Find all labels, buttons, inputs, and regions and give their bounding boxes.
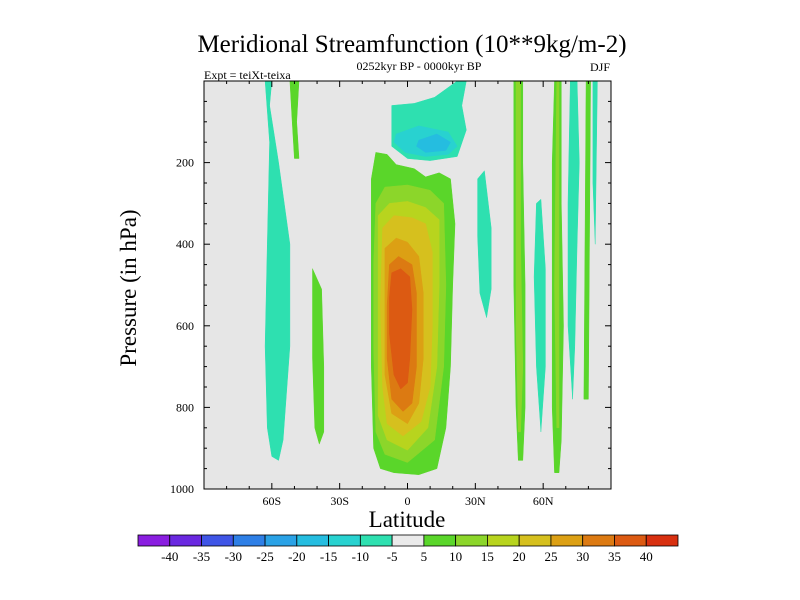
contour-region-5-21 [583, 81, 591, 400]
colorbar-label: 10 [449, 549, 462, 564]
colorbar-label: 5 [421, 549, 428, 564]
experiment-label: Expt = teiXt-teixa [204, 68, 291, 82]
colorbar-label: 35 [608, 549, 621, 564]
colorbar-label: -40 [161, 549, 178, 564]
colorbar-label: -15 [320, 549, 337, 564]
colorbar-swatch [550, 534, 584, 547]
chart-title: Meridional Streamfunction (10**9kg/m-2) [197, 31, 626, 58]
contour-layer [264, 81, 598, 475]
contour-region--5-4 [477, 170, 492, 318]
y-axis: 200 400 600 800 1000 [170, 100, 611, 496]
chart-subtitle: 0252kyr BP - 0000kyr BP [357, 59, 482, 73]
colorbar-swatch [582, 534, 615, 547]
colorbar-swatch [518, 534, 552, 547]
contour-region-5-8 [289, 81, 300, 159]
colorbar-label: -10 [352, 549, 369, 564]
contour-region--5-7 [592, 81, 598, 245]
y-tick-label: 1000 [170, 482, 194, 496]
contour-region-10-18 [515, 81, 524, 433]
y-tick-label: 200 [176, 156, 194, 170]
colorbar-label: -5 [387, 549, 398, 564]
x-tick-label: 60S [262, 494, 281, 508]
colorbar-swatch [455, 534, 488, 547]
x-tick-label: 0 [405, 494, 411, 508]
x-tick-label: 30S [330, 494, 349, 508]
colorbar-swatch [137, 534, 171, 547]
colorbar-swatch [359, 534, 393, 547]
colorbar-swatch [232, 534, 266, 547]
y-tick-label: 600 [176, 319, 194, 333]
colorbar-label: 40 [640, 549, 653, 564]
colorbar-swatch [391, 534, 425, 547]
colorbar-label: -25 [256, 549, 273, 564]
colorbar-label: -30 [225, 549, 242, 564]
colorbar-label: 30 [576, 549, 589, 564]
colorbar-label: -35 [193, 549, 210, 564]
x-tick-label: 60N [533, 494, 554, 508]
contour-region--15-3 [416, 133, 451, 153]
x-axis: 60S 30S 0 30N 60N [203, 81, 612, 508]
contour-region-35-16 [389, 268, 413, 390]
contour-region-10-20 [554, 81, 560, 429]
y-tick-label: 800 [176, 400, 194, 414]
colorbar-swatch [614, 534, 647, 547]
season-label: DJF [590, 60, 610, 74]
contour-region--5-6 [567, 81, 580, 400]
colorbar-swatch [645, 534, 679, 547]
contour-region--5-5 [533, 198, 546, 432]
colorbar-label: 15 [481, 549, 494, 564]
y-tick-label: 400 [176, 237, 194, 251]
colorbar-swatch [423, 534, 457, 547]
colorbar-label: 25 [544, 549, 557, 564]
colorbar-swatch [296, 534, 329, 547]
colorbar-swatch [487, 534, 520, 547]
colorbar-label: 20 [513, 549, 526, 564]
colorbar-swatch [169, 534, 202, 547]
colorbar-swatch [264, 534, 298, 547]
contour-region--5-0 [264, 81, 291, 461]
contour-region-5-9 [312, 268, 325, 445]
colorbar-label: -20 [288, 549, 305, 564]
x-axis-label: Latitude [369, 507, 446, 532]
y-axis-label: Pressure (in hPa) [116, 209, 141, 366]
x-tick-label: 30N [465, 494, 486, 508]
colorbar-swatch [201, 534, 234, 547]
colorbar: -40 -35 -30 -25 -20 -15 -10 -5 5 10 15 20 25 30 35 40 [137, 534, 679, 564]
colorbar-swatch [328, 534, 361, 547]
